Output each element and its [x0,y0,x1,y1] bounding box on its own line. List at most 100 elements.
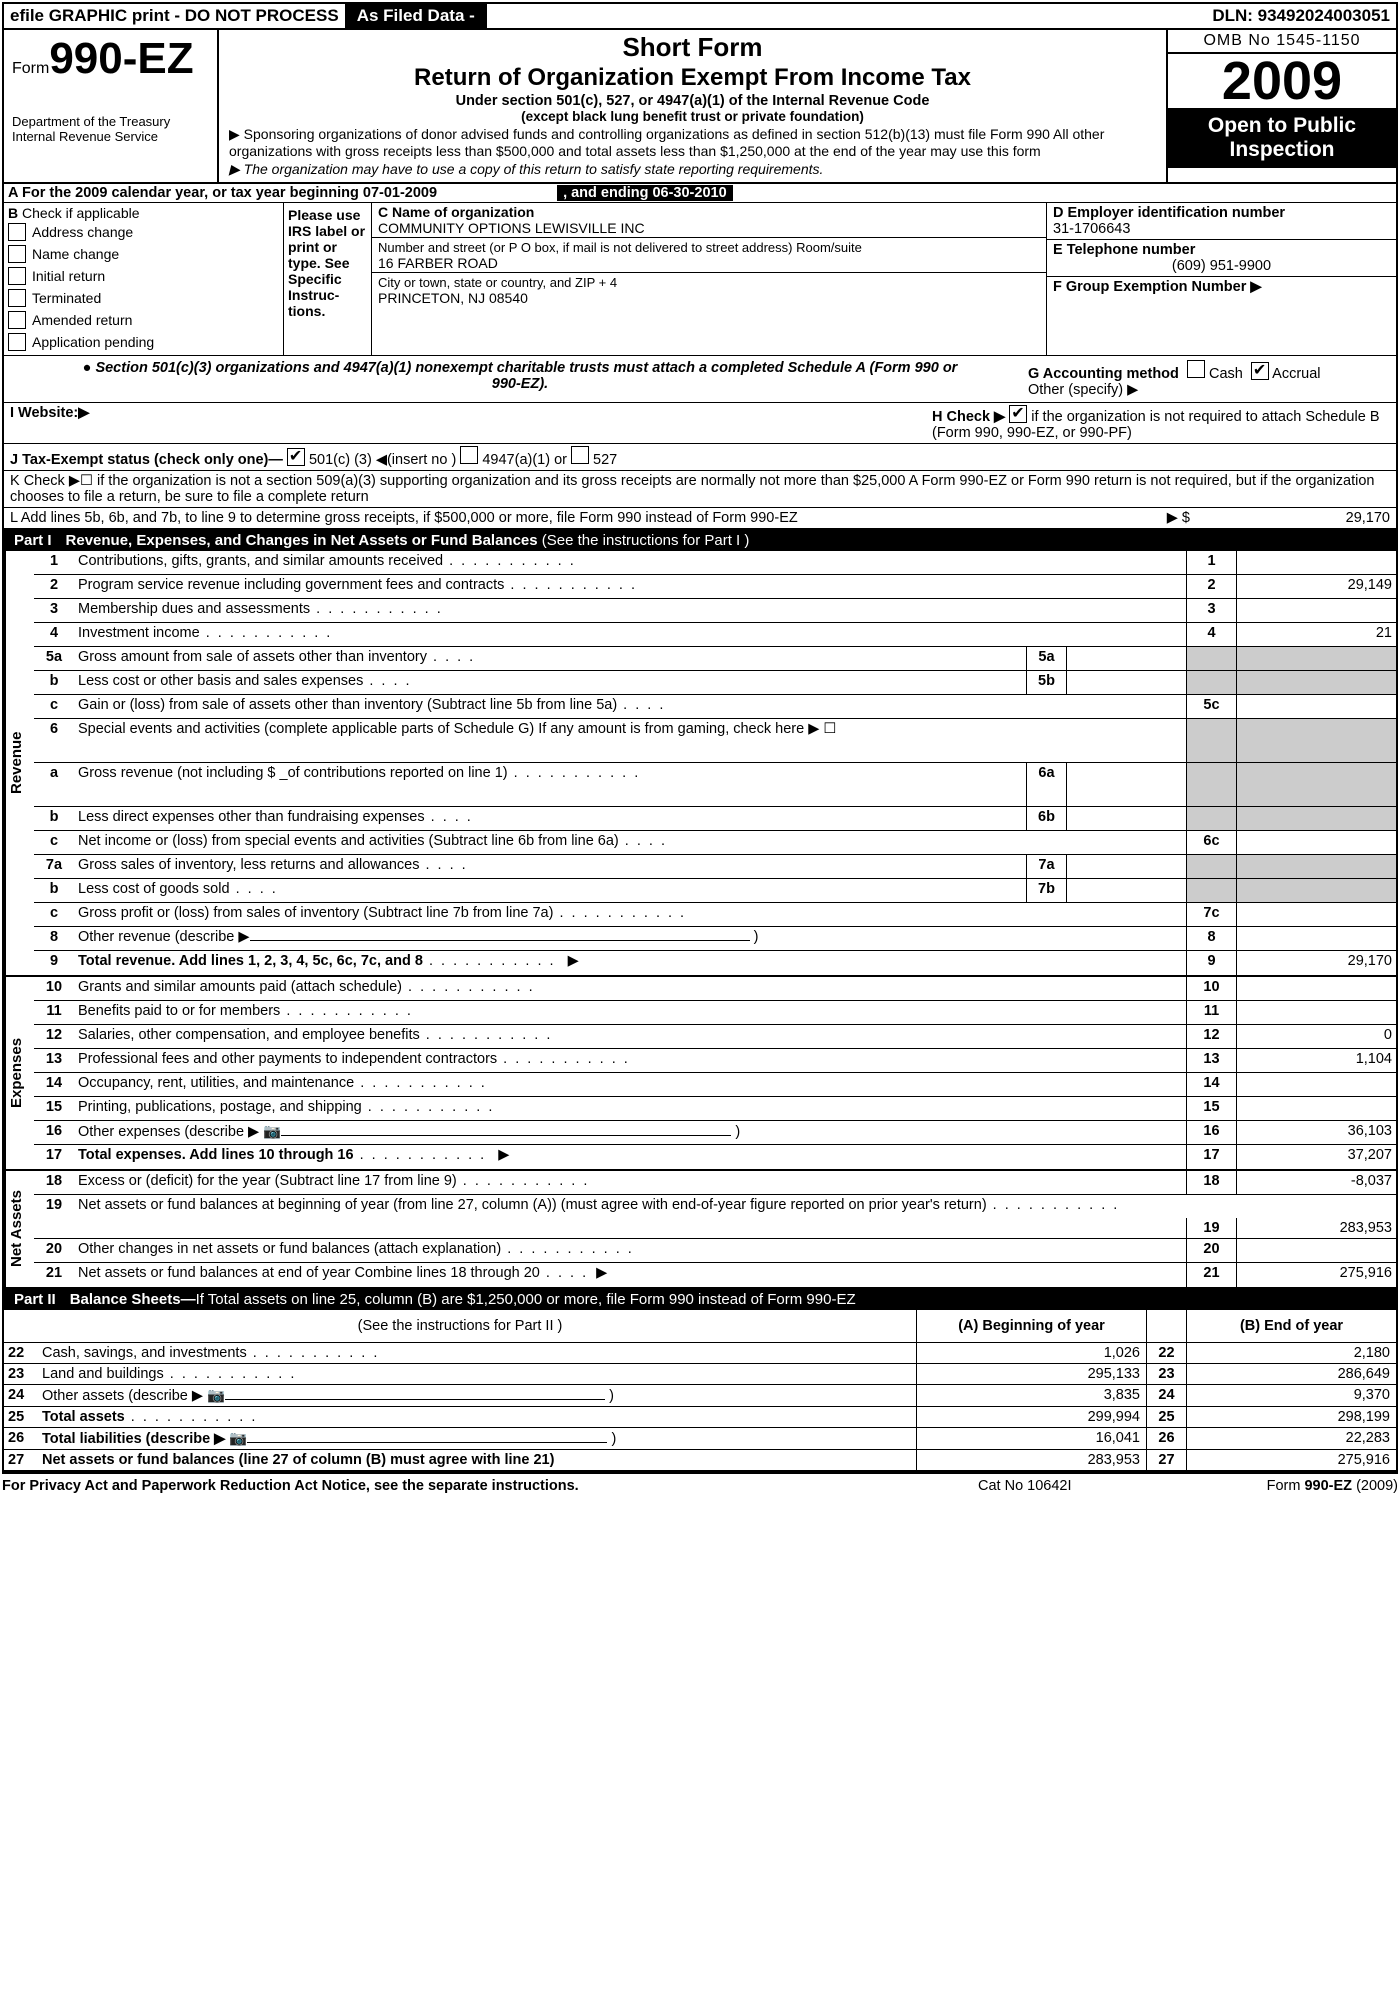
dept-treasury: Department of the Treasury [12,114,209,129]
bc-mid: Please use IRS label or print or type. S… [284,203,1046,355]
f-group: F Group Exemption Number ▶ [1047,277,1396,297]
line-5c: Gain or (loss) from sale of assets other… [74,695,1186,718]
bs-row-26: 26Total liabilities (describe ▶ 📷 )16,04… [4,1428,1396,1450]
privacy-notice: For Privacy Act and Paperwork Reduction … [2,1478,978,1494]
cb-cash[interactable] [1187,360,1205,378]
line-7b: Less cost of goods sold [74,879,1026,902]
bs-row-24: 24Other assets (describe ▶ 📷 )3,835249,3… [4,1385,1396,1407]
dln: DLN: 93492024003051 [1206,4,1396,28]
line-6b: Less direct expenses other than fundrais… [74,807,1026,830]
part2-title: Balance Sheets— [70,1291,196,1308]
line-5a: Gross amount from sale of assets other t… [74,647,1026,670]
line-13: Professional fees and other payments to … [74,1049,1186,1072]
balance-sheet: (See the instructions for Part II ) (A) … [4,1310,1396,1472]
check-if: Check if applicable [22,205,140,221]
cb-name-change[interactable]: Name change [8,243,279,265]
line-19-val: 283,953 [1236,1218,1396,1238]
other-specify: Other (specify) ▶ [1028,382,1138,398]
cb-address-change[interactable]: Address change [8,221,279,243]
please-label: Please use IRS label or print or type. S… [284,203,372,355]
except-note: (except black lung benefit trust or priv… [229,109,1156,124]
cb-amended[interactable]: Amended return [8,309,279,331]
b-checkboxes: B Check if applicable Address change Nam… [4,203,284,355]
ein-value: 31-1706643 [1053,221,1130,237]
line-2: Program service revenue including govern… [74,575,1186,598]
city-state-zip: PRINCETON, NJ 08540 [378,290,528,306]
line-14: Occupancy, rent, utilities, and maintena… [74,1073,1186,1096]
header-left: Form990-EZ Department of the Treasury In… [4,30,219,182]
topbar: efile GRAPHIC print - DO NOT PROCESS As … [4,4,1396,30]
line-13-val: 1,104 [1236,1049,1396,1072]
city-row: City or town, state or country, and ZIP … [372,273,1046,307]
street-row: Number and street (or P O box, if mail i… [372,238,1046,273]
form-ref: Form 990-EZ (2009) [1178,1478,1398,1494]
tax-year: 2009 [1168,54,1396,108]
row-l: L Add lines 5b, 6b, and 7b, to line 9 to… [4,508,1396,530]
line-18: Excess or (deficit) for the year (Subtra… [74,1171,1186,1194]
line-15: Printing, publications, postage, and shi… [74,1097,1186,1120]
cb-terminated[interactable]: Terminated [8,287,279,309]
line-6c: Net income or (loss) from special events… [74,831,1186,854]
efile-notice: efile GRAPHIC print - DO NOT PROCESS [4,4,347,28]
line-12-val: 0 [1236,1025,1396,1048]
revenue-label: Revenue [4,551,34,975]
col-a-header: (A) Beginning of year [916,1310,1146,1342]
cb-app-pending[interactable]: Application pending [8,331,279,353]
l-amount: 29,170 [1196,508,1396,528]
cb-501c[interactable] [287,448,305,466]
line-20: Other changes in net assets or fund bala… [74,1239,1186,1262]
bs-instr: (See the instructions for Part II ) [4,1310,916,1342]
netassets-label: Net Assets [4,1171,34,1287]
part1-title: Revenue, Expenses, and Changes in Net As… [66,532,538,549]
row-a: A For the 2009 calendar year, or tax yea… [4,184,1396,203]
l-text: L Add lines 5b, 6b, and 7b, to line 9 to… [4,508,1156,528]
return-title: Return of Organization Exempt From Incom… [229,64,1156,92]
c-name-row: C Name of organizationCOMMUNITY OPTIONS … [372,203,1046,238]
part1-header: Part I Revenue, Expenses, and Changes in… [4,530,1396,551]
header: Form990-EZ Department of the Treasury In… [4,30,1396,184]
cb-initial-return[interactable]: Initial return [8,265,279,287]
dept-irs: Internal Revenue Service [12,129,209,144]
expenses-label: Expenses [4,977,34,1169]
line-7a: Gross sales of inventory, less returns a… [74,855,1026,878]
col-b-header: (B) End of year [1186,1310,1396,1342]
g-h-block: G Accounting method Cash Accrual Other (… [1028,360,1388,398]
bs-row-23: 23Land and buildings295,13323286,649 [4,1364,1396,1385]
netassets-section: Net Assets 18Excess or (deficit) for the… [4,1171,1396,1289]
website-label: I Website:▶ [4,403,926,443]
e-phone: E Telephone number(609) 951-9900 [1047,240,1396,277]
row-k: K Check ▶☐ if the organization is not a … [4,471,1396,508]
line-4-val: 21 [1236,623,1396,646]
state-note: ▶ The organization may have to use a cop… [229,161,1156,178]
line-5b: Less cost or other basis and sales expen… [74,671,1026,694]
sponsor-note: ▶ Sponsoring organizations of donor advi… [229,126,1156,159]
line-2-val: 29,149 [1236,575,1396,598]
revenue-section: Revenue 1Contributions, gifts, grants, a… [4,551,1396,977]
cb-527[interactable] [571,446,589,464]
line-16: Other expenses (describe ▶ 📷 ) [74,1121,1186,1144]
form-number: Form990-EZ [12,34,209,84]
header-right: OMB No 1545-1150 2009 Open to Public Ins… [1166,30,1396,182]
line-9-val: 29,170 [1236,951,1396,975]
line-9: Total revenue. Add lines 1, 2, 3, 4, 5c,… [74,951,1186,975]
cb-4947[interactable] [460,446,478,464]
expenses-section: Expenses 10Grants and similar amounts pa… [4,977,1396,1171]
name-address: C Name of organizationCOMMUNITY OPTIONS … [372,203,1046,355]
org-name: COMMUNITY OPTIONS LEWISVILLE INC [378,220,645,236]
line-21-val: 275,916 [1236,1263,1396,1287]
cb-h[interactable] [1009,405,1027,423]
line-6a: Gross revenue (not including $ _of contr… [74,763,1026,806]
line-8: Other revenue (describe ▶ ) [74,927,1186,950]
line-10: Grants and similar amounts paid (attach … [74,977,1186,1000]
line-17: Total expenses. Add lines 10 through 16 … [74,1145,1186,1169]
row-bc: B Check if applicable Address change Nam… [4,203,1396,356]
line-1: Contributions, gifts, grants, and simila… [74,551,1186,574]
open-line2: Inspection [1170,138,1394,162]
g-accounting: G Accounting method [1028,366,1179,382]
label-a: A [4,184,18,202]
row-j: J Tax-Exempt status (check only one)— 50… [4,444,1396,471]
short-form: Short Form [229,32,1156,63]
cb-accrual[interactable] [1251,362,1269,380]
part2-header: Part II Balance Sheets—If Total assets o… [4,1289,1396,1310]
bs-row-22: 22Cash, savings, and investments1,026222… [4,1343,1396,1364]
